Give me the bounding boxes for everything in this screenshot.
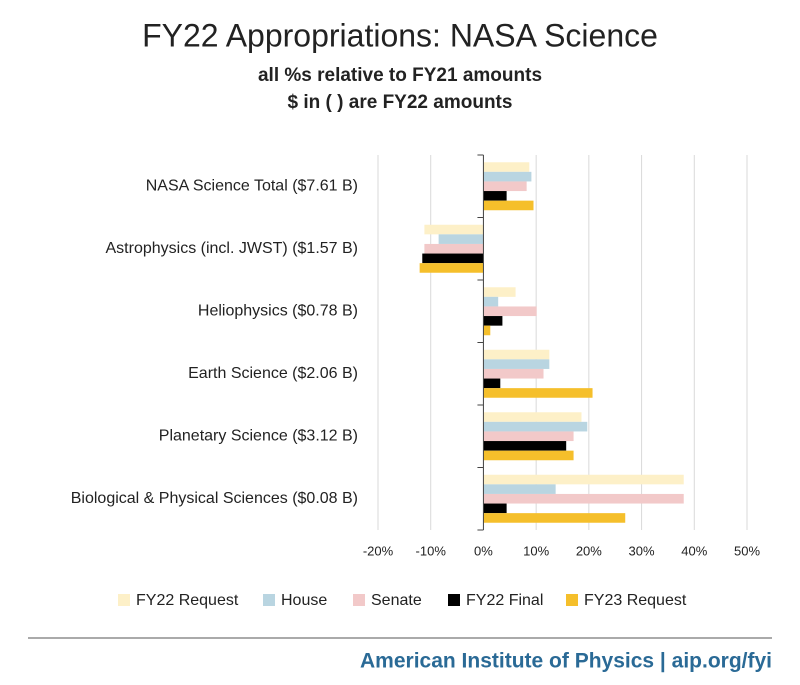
- bar: [483, 316, 503, 326]
- y-tick-label: Planetary Science ($3.12 B): [159, 427, 358, 444]
- bar: [424, 224, 484, 235]
- legend-label: FY22 Request: [136, 592, 239, 609]
- legend-swatch: [448, 594, 460, 606]
- legend-label: FY23 Request: [584, 592, 687, 609]
- bar: [483, 325, 491, 336]
- bar: [483, 513, 626, 523]
- bar: [424, 243, 484, 254]
- bar: [483, 493, 684, 504]
- x-tick-label: 50%: [734, 543, 760, 558]
- legend-swatch: [566, 594, 578, 606]
- bar: [483, 412, 582, 422]
- x-tick-label: 10%: [523, 543, 549, 558]
- x-tick-label: 0%: [474, 543, 493, 558]
- bar: [483, 200, 534, 211]
- bar: [483, 191, 507, 201]
- x-tick-label: -10%: [416, 543, 447, 558]
- x-tick-label: 30%: [629, 543, 655, 558]
- subtitle: all %s relative to FY21 amounts: [258, 65, 542, 86]
- x-tick-label: -20%: [363, 543, 394, 558]
- bar: [483, 171, 532, 182]
- bar: [483, 181, 527, 192]
- bar: [483, 162, 530, 172]
- bar: [483, 450, 574, 461]
- bar: [483, 484, 556, 494]
- legend-label: FY22 Final: [466, 592, 543, 609]
- bar: [483, 421, 588, 432]
- y-tick-label: Heliophysics ($0.78 B): [198, 302, 358, 319]
- bar: [483, 359, 550, 369]
- legend-swatch: [118, 594, 130, 606]
- bar: [483, 503, 507, 514]
- bar: [419, 263, 484, 273]
- bar: [422, 253, 484, 264]
- bar: [483, 378, 501, 389]
- legend-label: House: [281, 592, 327, 609]
- y-tick-label: Astrophysics (incl. JWST) ($1.57 B): [106, 240, 359, 257]
- x-tick-label: 20%: [576, 543, 602, 558]
- bar: [483, 287, 516, 297]
- bar: [483, 296, 499, 307]
- y-tick-label: NASA Science Total ($7.61 B): [146, 177, 358, 194]
- y-tick-label: Biological & Physical Sciences ($0.08 B): [71, 490, 358, 507]
- bar: [483, 431, 574, 442]
- bar: [483, 368, 544, 379]
- x-tick-label: 40%: [681, 543, 707, 558]
- bar: [483, 441, 567, 451]
- chart-title: FY22 Appropriations: NASA Science: [142, 17, 658, 53]
- bar: [483, 388, 593, 398]
- bar: [438, 234, 484, 244]
- bar: [483, 474, 684, 485]
- subtitle: $ in ( ) are FY22 amounts: [288, 92, 513, 113]
- legend-swatch: [353, 594, 365, 606]
- legend-label: Senate: [371, 592, 422, 609]
- bar: [483, 306, 537, 317]
- y-tick-label: Earth Science ($2.06 B): [188, 365, 358, 382]
- bar: [483, 349, 550, 360]
- legend-swatch: [263, 594, 275, 606]
- footer: American Institute of Physics | aip.org/…: [360, 650, 772, 673]
